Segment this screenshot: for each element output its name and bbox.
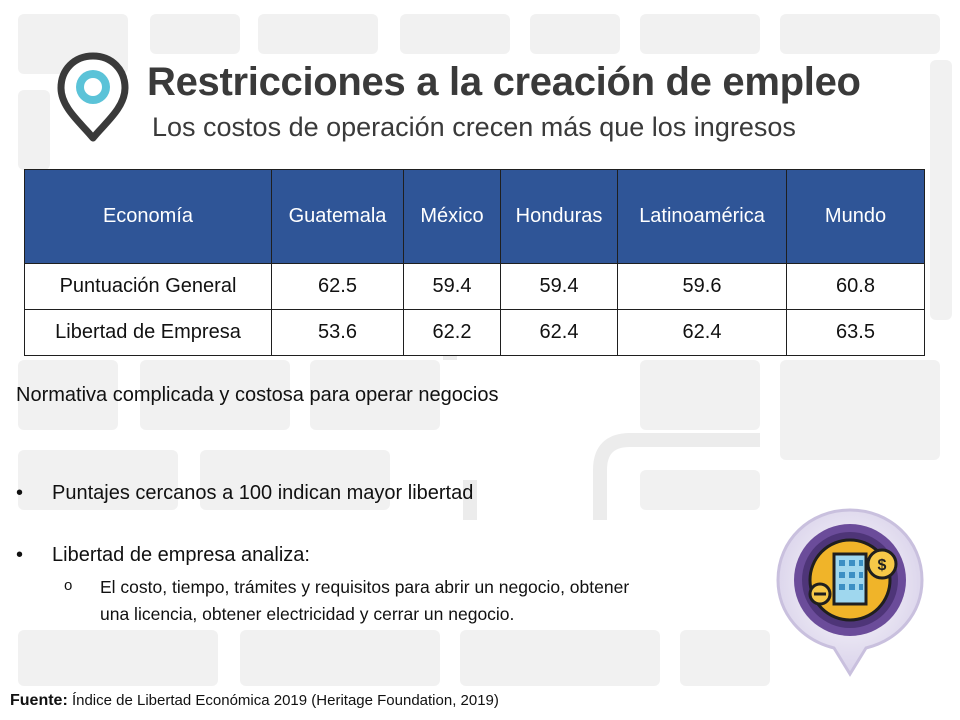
- bullet-marker: •: [16, 544, 23, 567]
- source-footer: Fuente: Índice de Libertad Económica 201…: [10, 692, 499, 710]
- sub-bullet-marker: o: [64, 577, 72, 594]
- map-pin-icon: [56, 52, 130, 142]
- bullet-marker: •: [16, 482, 23, 505]
- header-honduras: Honduras: [501, 170, 618, 264]
- table-cell: 62.5: [272, 264, 404, 310]
- table-row: Libertad de Empresa 53.6 62.2 62.4 62.4 …: [25, 310, 925, 356]
- header-economia: Economía: [25, 170, 272, 264]
- source-label: Fuente:: [10, 692, 68, 709]
- table-header-row: Economía Guatemala México Honduras Latin…: [25, 170, 925, 264]
- table-cell: 53.6: [272, 310, 404, 356]
- table-cell: 62.4: [618, 310, 787, 356]
- page-subtitle: Los costos de operación crecen más que l…: [152, 112, 796, 143]
- source-text: Índice de Libertad Económica 2019 (Herit…: [72, 692, 499, 709]
- economic-freedom-table: Economía Guatemala México Honduras Latin…: [24, 169, 925, 356]
- bullet-text: Libertad de empresa analiza:: [52, 544, 310, 567]
- table-cell: 59.6: [618, 264, 787, 310]
- header-latinoamerica: Latinoamérica: [618, 170, 787, 264]
- sub-bullet-continuation: una licencia, obtener electricidad y cer…: [100, 604, 514, 625]
- row-label: Puntuación General: [25, 264, 272, 310]
- business-building-coin-icon: $: [770, 502, 930, 682]
- row-label: Libertad de Empresa: [25, 310, 272, 356]
- table-cell: 60.8: [787, 264, 925, 310]
- table-cell: 59.4: [404, 264, 501, 310]
- intro-paragraph: Normativa complicada y costosa para oper…: [16, 384, 498, 407]
- header-mundo: Mundo: [787, 170, 925, 264]
- page-title: Restricciones a la creación de empleo: [147, 60, 861, 105]
- table-cell: 59.4: [501, 264, 618, 310]
- table-cell: 63.5: [787, 310, 925, 356]
- svg-text:$: $: [878, 557, 887, 574]
- header-mexico: México: [404, 170, 501, 264]
- bullet-text: Puntajes cercanos a 100 indican mayor li…: [52, 482, 473, 505]
- table-cell: 62.4: [501, 310, 618, 356]
- table-row: Puntuación General 62.5 59.4 59.4 59.6 6…: [25, 264, 925, 310]
- sub-bullet-text: El costo, tiempo, trámites y requisitos …: [100, 577, 629, 598]
- header-guatemala: Guatemala: [272, 170, 404, 264]
- table-cell: 62.2: [404, 310, 501, 356]
